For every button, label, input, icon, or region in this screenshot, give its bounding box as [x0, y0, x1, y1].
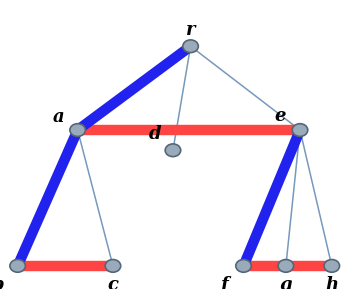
Text: d: d	[149, 125, 162, 143]
Circle shape	[70, 124, 85, 136]
Circle shape	[105, 260, 121, 272]
Circle shape	[165, 144, 181, 157]
Circle shape	[236, 260, 251, 272]
Text: e: e	[275, 107, 286, 125]
Text: c: c	[107, 276, 118, 289]
Circle shape	[183, 40, 198, 53]
Text: b: b	[0, 276, 5, 289]
Circle shape	[292, 124, 308, 136]
Circle shape	[10, 260, 26, 272]
Text: r: r	[186, 21, 195, 39]
Text: a: a	[53, 108, 64, 126]
Text: g: g	[280, 276, 292, 289]
Circle shape	[278, 260, 294, 272]
Text: f: f	[220, 276, 228, 289]
Circle shape	[324, 260, 339, 272]
Text: h: h	[325, 276, 338, 289]
